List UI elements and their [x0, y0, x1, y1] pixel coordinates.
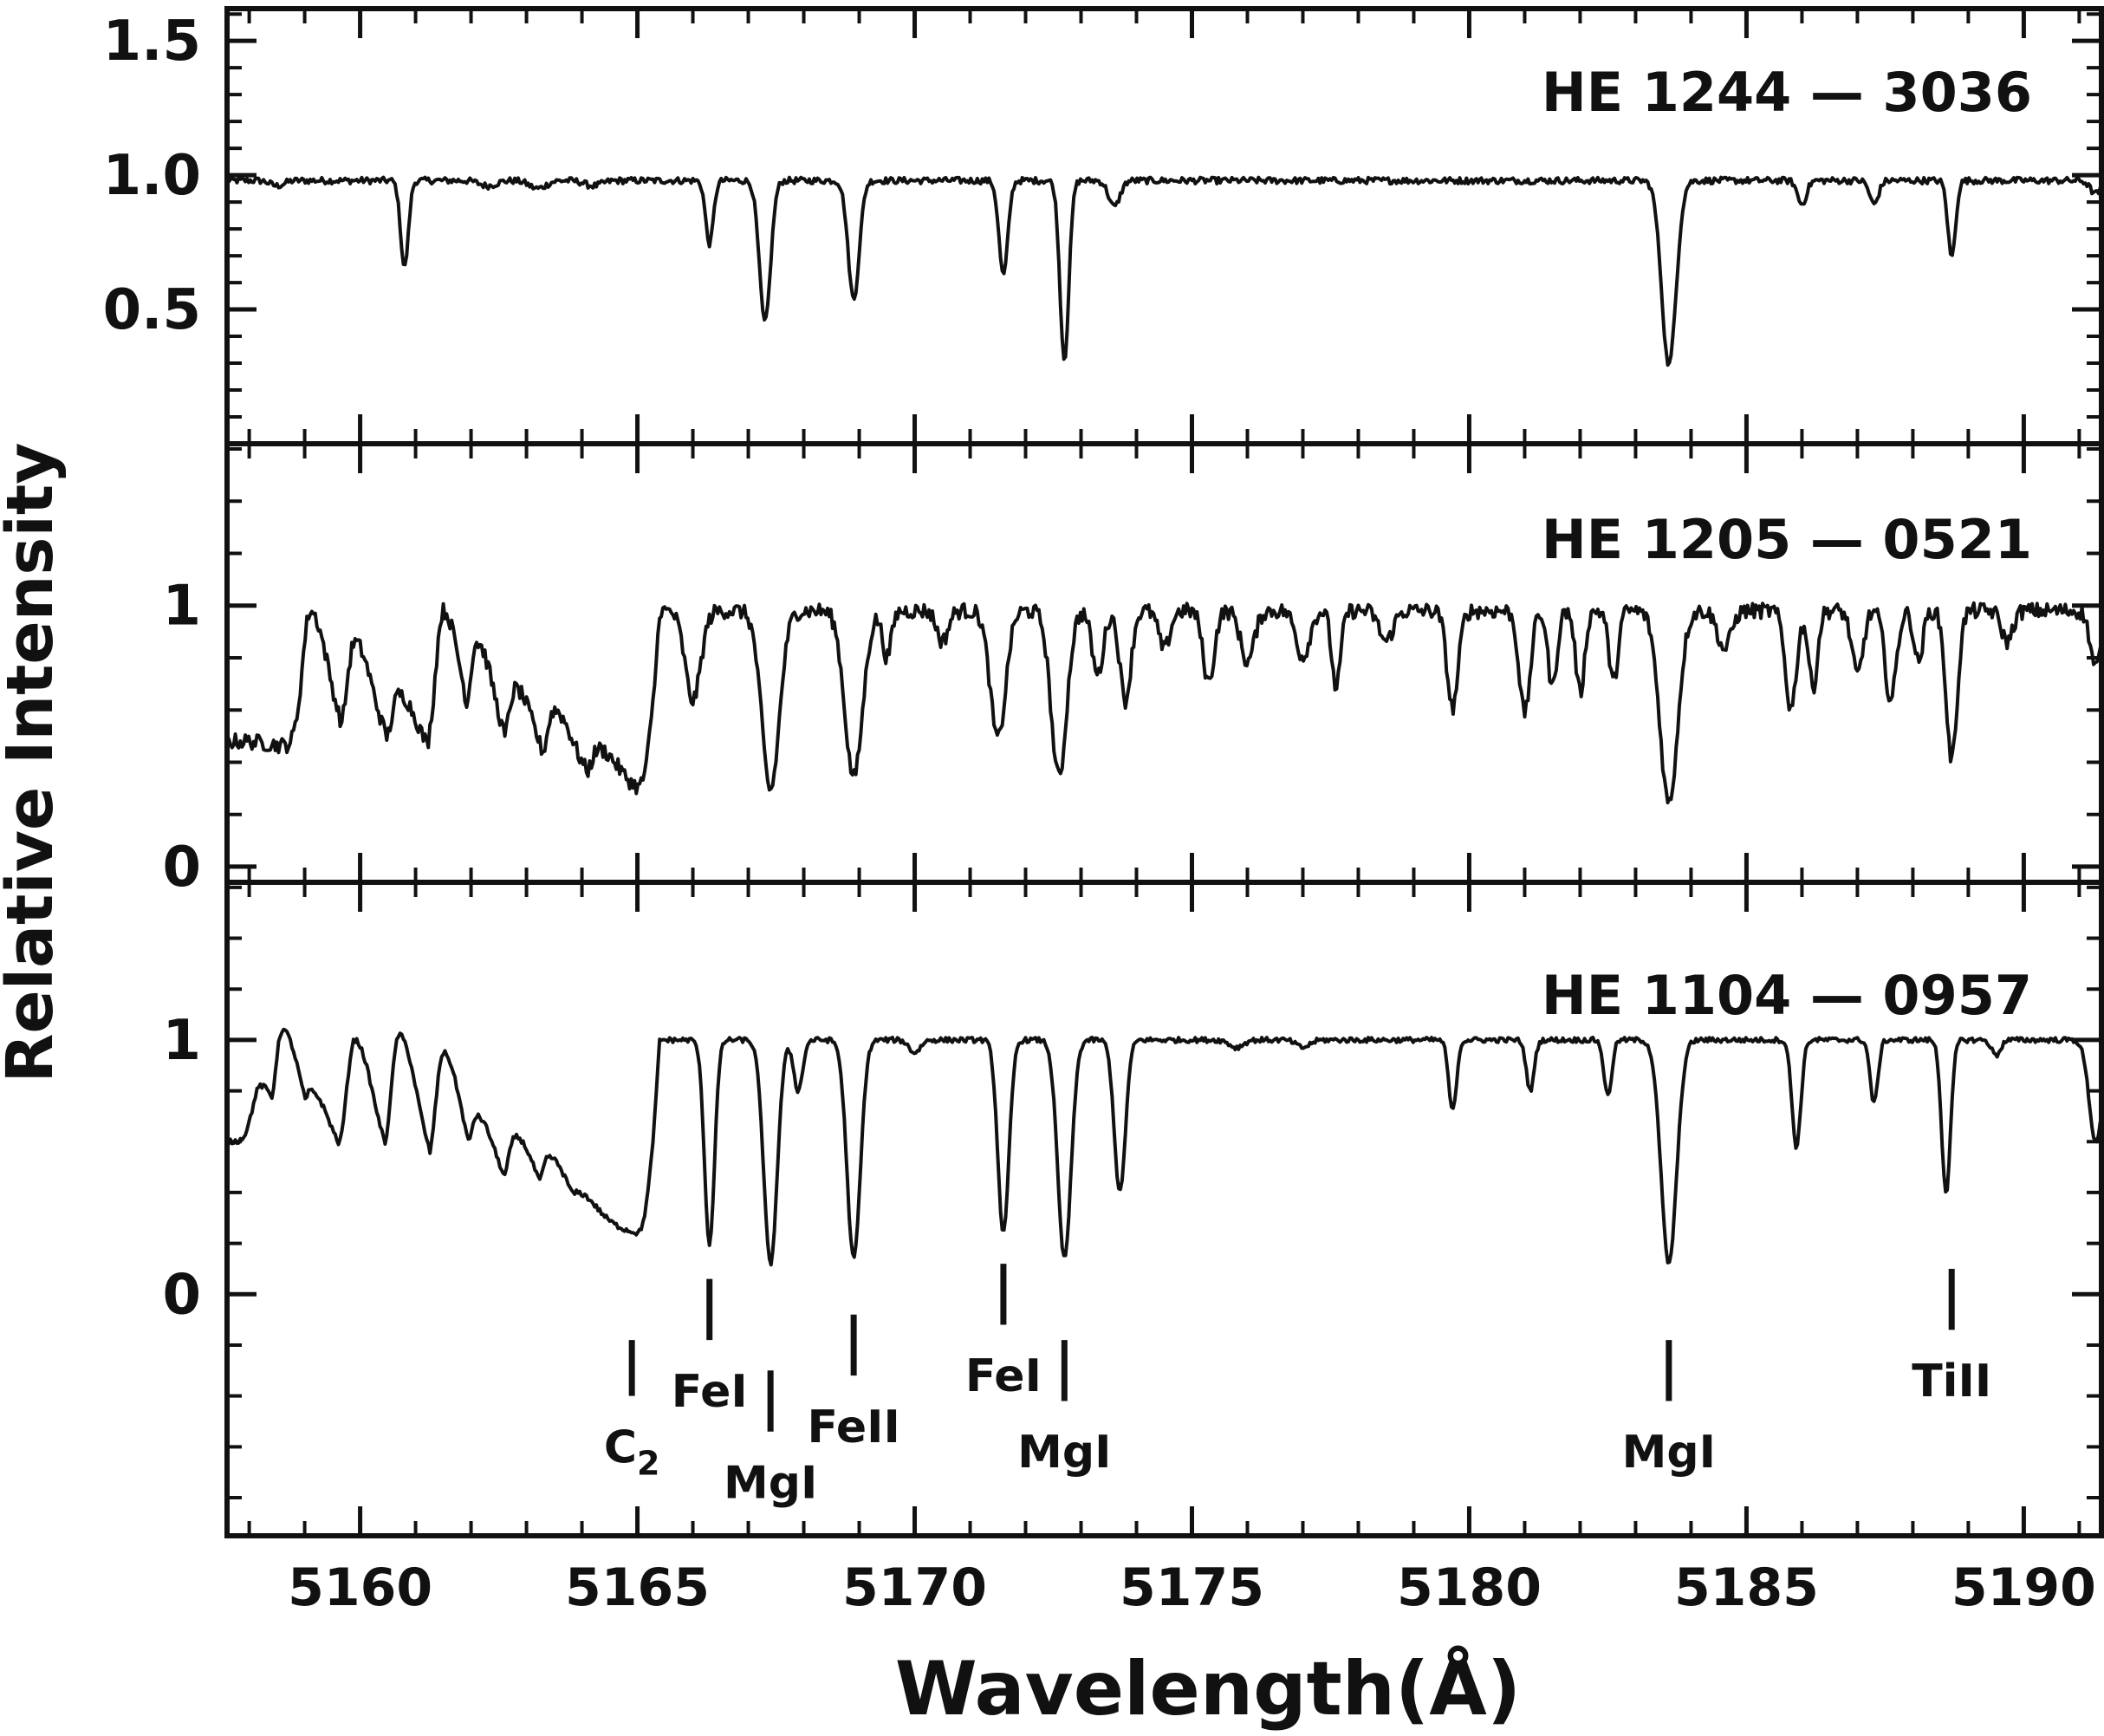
spectrum-line	[225, 601, 2102, 805]
y-tick-label: 1	[162, 1009, 201, 1073]
line-id-label: MgI	[1017, 1427, 1111, 1479]
x-tick-label: 5190	[1951, 1557, 2096, 1618]
line-id-label: FeI	[672, 1366, 748, 1418]
panel-title: HE 1244 — 3036	[1542, 61, 2032, 124]
x-tick-label: 5185	[1674, 1557, 1819, 1618]
x-tick-label: 5160	[288, 1557, 432, 1618]
line-id-label: MgI	[724, 1457, 817, 1509]
panel-1: HE 1244 — 3036 0.5 1.0 1.5	[103, 6, 2104, 446]
x-tick-label: 5170	[842, 1557, 987, 1618]
line-id-label: FeI	[965, 1350, 1042, 1402]
y-tick-label: 1.5	[103, 10, 201, 74]
y-axis-label: Relative Intensity	[0, 443, 68, 1083]
x-tick-label: 5180	[1397, 1557, 1542, 1618]
spectrum-line	[225, 1027, 2102, 1267]
y-tick-label: 0	[162, 1263, 201, 1327]
x-axis-label: Wavelength(Å)	[895, 1646, 1521, 1733]
line-id-label: MgI	[1622, 1427, 1716, 1479]
plot-frame	[224, 880, 2104, 1538]
x-tick-label: 5175	[1120, 1557, 1264, 1618]
line-id-label: C2	[604, 1421, 660, 1482]
panel-title: HE 1104 — 0957	[1542, 964, 2032, 1027]
y-tick-label: 1	[162, 575, 201, 639]
x-tick-label: 5165	[565, 1557, 710, 1618]
panel-title: HE 1205 — 0521	[1542, 508, 2032, 571]
y-tick-label: 0	[162, 835, 201, 900]
y-tick-label: 1.0	[103, 144, 201, 208]
panel-2: HE 1205 — 0521 0 1	[162, 441, 2104, 900]
line-id-label: FeII	[807, 1401, 899, 1453]
y-tick-label: 0.5	[103, 278, 201, 342]
line-id-label: TiII	[1912, 1356, 1991, 1408]
spectrum-line	[225, 175, 2102, 367]
